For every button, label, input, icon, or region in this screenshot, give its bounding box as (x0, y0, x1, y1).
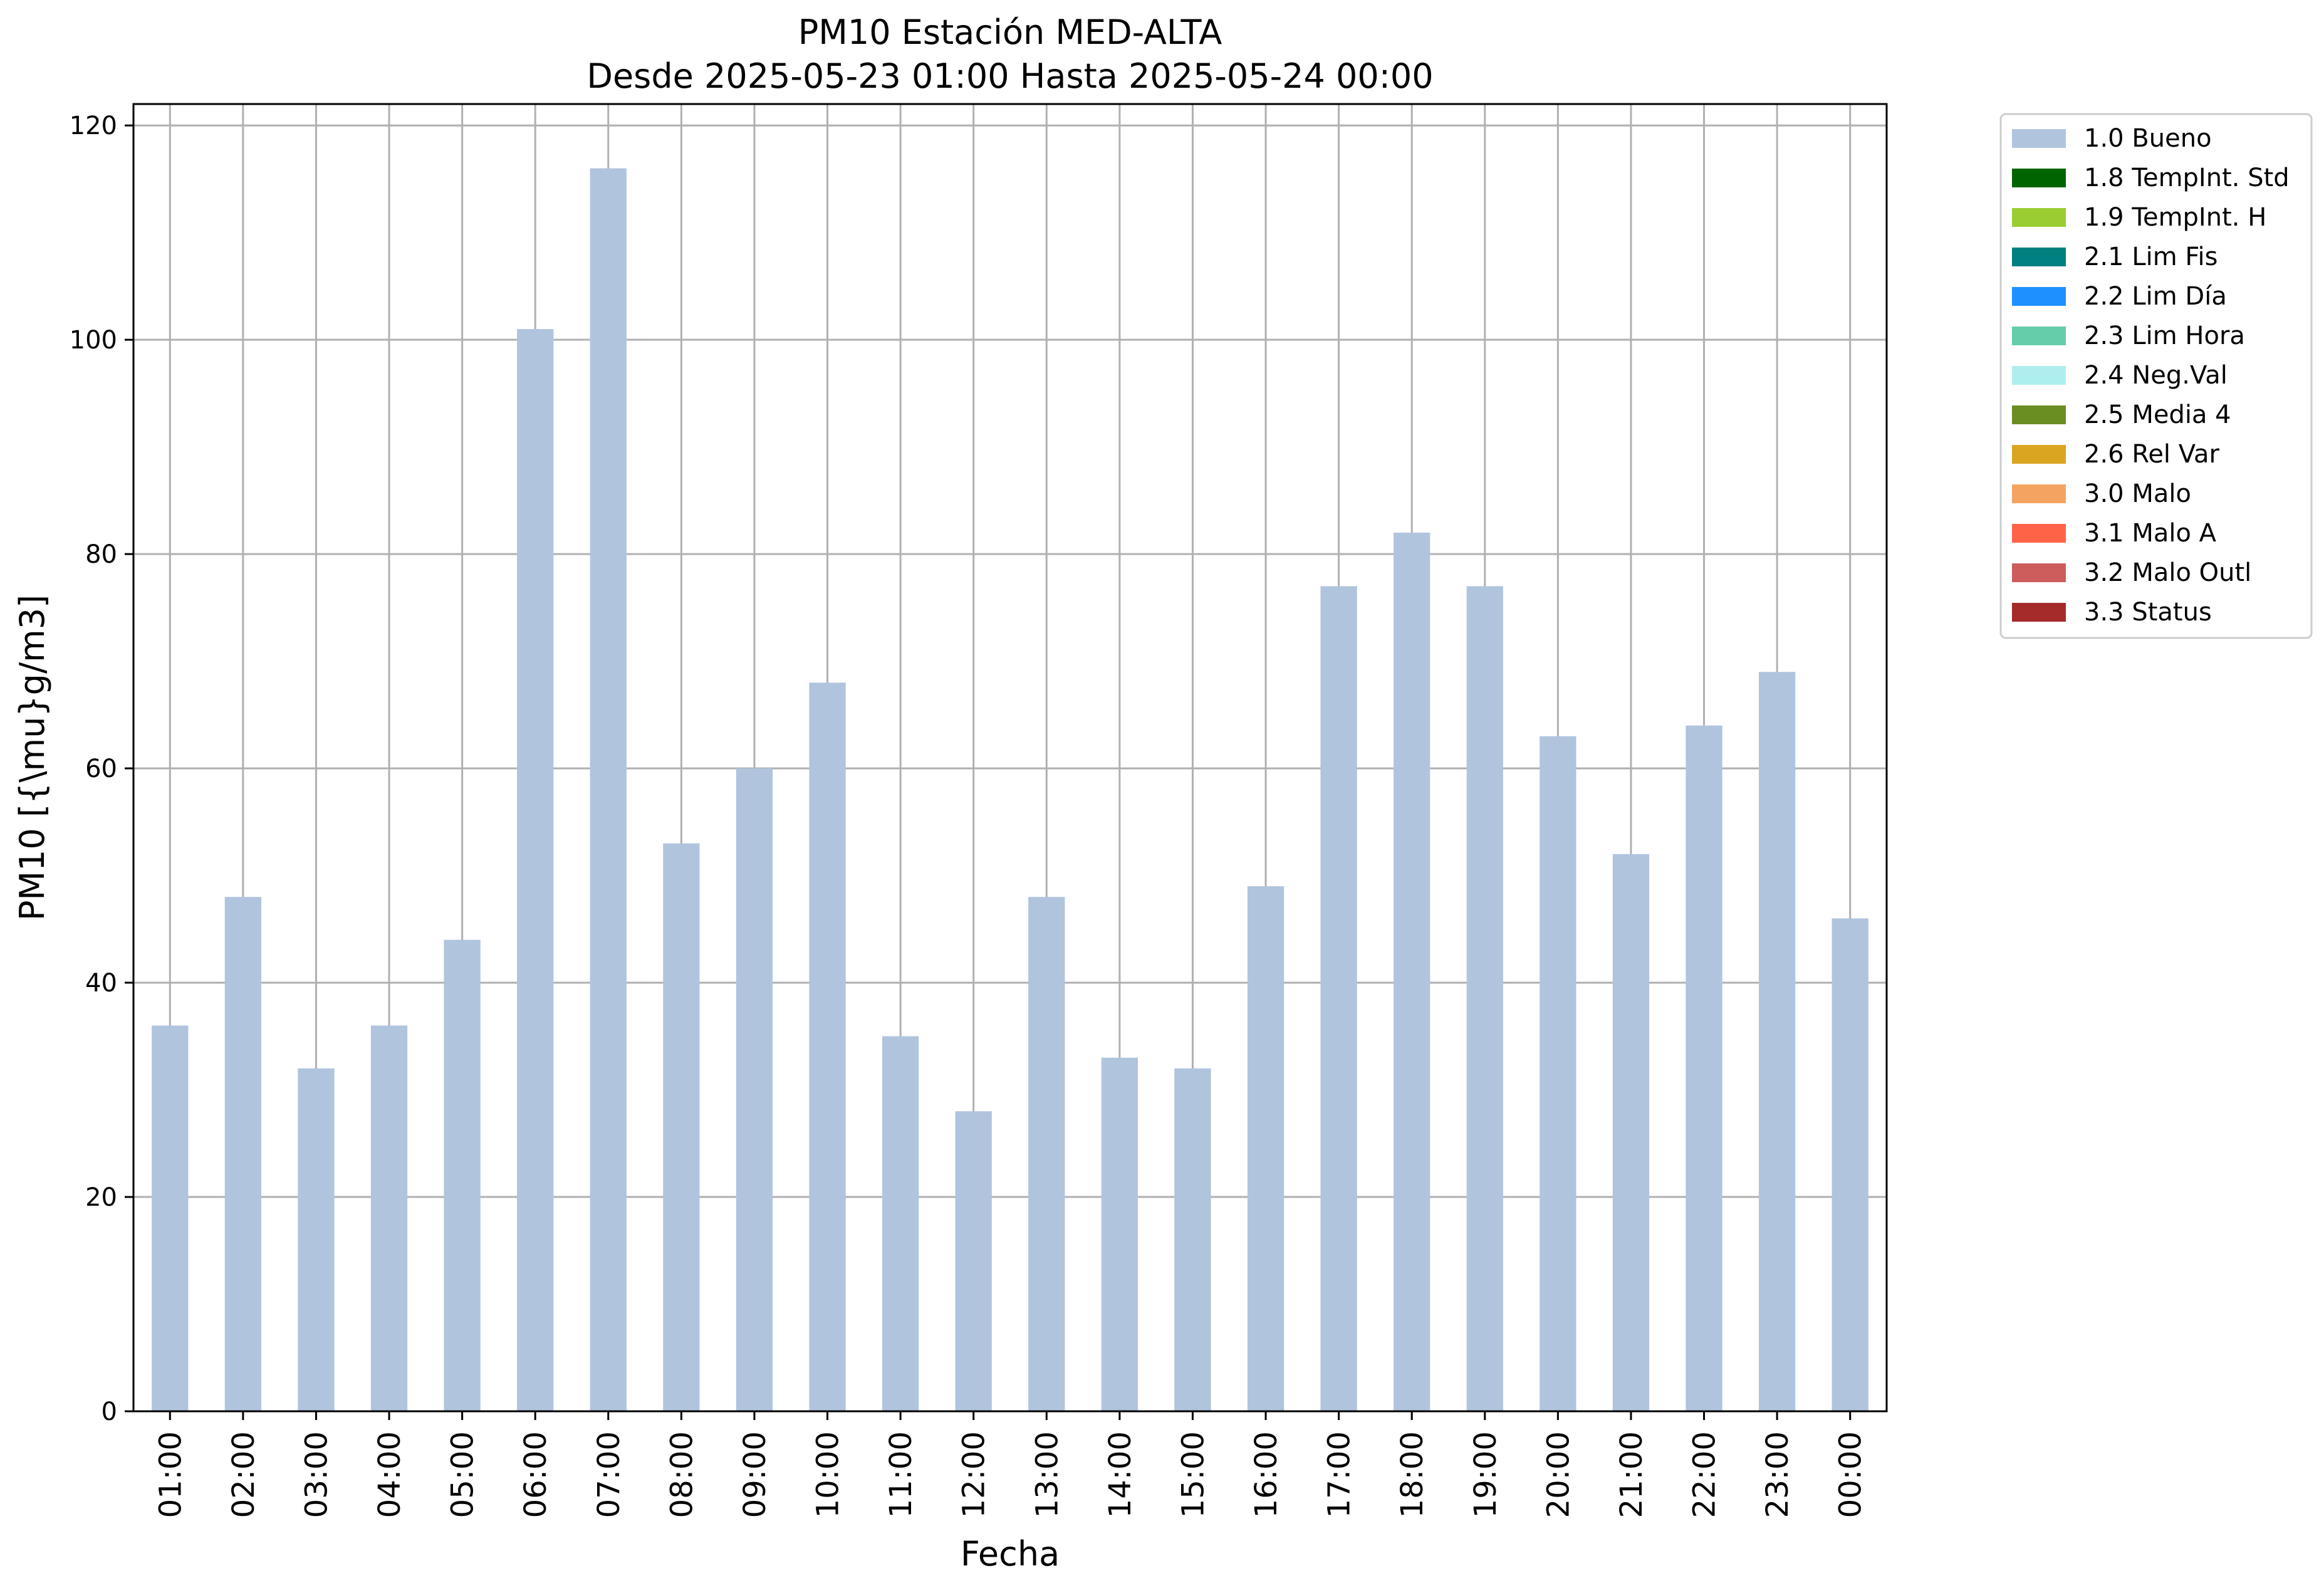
bar-1900 (1466, 586, 1503, 1411)
plot-frame (132, 103, 1888, 1413)
x-axis-ticks: 01:00 02:00 03:00 04:00 05:00 06:00 07:00 08:00… (153, 1411, 1868, 1518)
x-tick-label: 17:00 (1322, 1431, 1357, 1518)
y-tick-label: 100 (70, 326, 117, 355)
bar-0300 (298, 1068, 335, 1411)
bar-2300 (1758, 672, 1796, 1411)
bar-0100 (152, 1025, 189, 1411)
bar-0500 (444, 939, 481, 1411)
y-axis-label: PM10 [{\mu}g/m3] (13, 595, 52, 921)
legend-label: 3.1 Malo A (2084, 519, 2217, 548)
x-tick-label: 16:00 (1249, 1431, 1284, 1518)
bar-1100 (882, 1036, 919, 1411)
x-tick-label: 12:00 (957, 1431, 992, 1518)
bar-1800 (1394, 532, 1430, 1411)
legend-swatch (2012, 563, 2066, 582)
bar-0600 (517, 329, 554, 1411)
y-tick-label: 120 (70, 112, 117, 140)
legend-swatch (2012, 603, 2066, 622)
x-tick-label: 22:00 (1687, 1431, 1722, 1518)
bar-1500 (1174, 1068, 1211, 1411)
legend-swatch (2012, 366, 2066, 385)
legend-swatch (2012, 208, 2066, 227)
legend-swatch (2012, 248, 2066, 266)
legend-swatch (2012, 405, 2066, 424)
legend-swatch (2012, 524, 2066, 543)
x-tick-label: 21:00 (1614, 1431, 1649, 1518)
x-tick-label: 13:00 (1029, 1431, 1065, 1518)
bar-0800 (663, 843, 700, 1411)
y-tick-label: 60 (85, 755, 117, 783)
bar-0000 (1832, 918, 1868, 1411)
bar-1700 (1320, 586, 1357, 1411)
legend-label: 2.4 Neg.Val (2084, 361, 2228, 390)
x-tick-label: 07:00 (591, 1431, 627, 1518)
x-tick-label: 01:00 (153, 1431, 188, 1518)
legend-label: 3.0 Malo (2084, 479, 2191, 508)
legend-swatch (2012, 169, 2066, 187)
bar-1000 (809, 682, 846, 1411)
bar-1200 (955, 1111, 992, 1411)
y-axis-ticks: 0 20 40 60 80 100 120 (70, 112, 133, 1426)
x-tick-label: 10:00 (811, 1431, 846, 1518)
x-tick-label: 19:00 (1468, 1431, 1503, 1518)
legend: 1.0 Bueno 1.8 TempInt. Std 1.9 TempInt. H 2… (1999, 113, 2313, 639)
x-tick-label: 23:00 (1760, 1431, 1795, 1518)
bar-1400 (1101, 1057, 1139, 1411)
legend-label: 2.5 Media 4 (2084, 400, 2231, 429)
legend-swatch (2012, 287, 2066, 306)
legend-label: 2.2 Lim Día (2084, 282, 2227, 311)
x-tick-label: 05:00 (446, 1431, 481, 1518)
x-tick-label: 02:00 (226, 1431, 261, 1518)
legend-label: 1.8 TempInt. Std (2084, 164, 2290, 192)
legend-label: 2.3 Lim Hora (2084, 321, 2245, 350)
bar-0700 (590, 168, 627, 1412)
legend-swatch (2012, 129, 2066, 148)
bar-0200 (224, 897, 262, 1411)
x-tick-label: 08:00 (664, 1431, 699, 1518)
bar-0400 (370, 1025, 408, 1411)
legend-swatch (2012, 326, 2066, 345)
legend-swatch (2012, 445, 2066, 464)
x-tick-label: 14:00 (1103, 1431, 1138, 1518)
x-tick-label: 11:00 (883, 1431, 919, 1518)
x-tick-label: 20:00 (1541, 1431, 1576, 1518)
legend-label: 1.9 TempInt. H (2084, 203, 2266, 232)
bar-1600 (1247, 886, 1284, 1411)
bar-0900 (736, 768, 773, 1411)
bar-1300 (1028, 897, 1065, 1411)
y-tick-label: 20 (85, 1183, 117, 1212)
x-tick-label: 15:00 (1175, 1431, 1211, 1518)
legend-label: 2.1 Lim Fis (2084, 243, 2217, 271)
chart-subtitle: Desde 2025-05-23 01:00 Hasta 2025-05-24 … (586, 56, 1433, 96)
bars (152, 168, 1868, 1412)
x-tick-label: 03:00 (299, 1431, 334, 1518)
bar-2100 (1612, 854, 1650, 1411)
legend-label: 3.2 Malo Outl (2084, 558, 2251, 587)
legend-label: 2.6 Rel Var (2084, 440, 2220, 469)
y-tick-label: 80 (85, 540, 117, 569)
y-tick-label: 0 (102, 1397, 117, 1426)
legend-frame (1999, 113, 2313, 639)
x-tick-label: 00:00 (1833, 1431, 1868, 1518)
legend-label: 1.0 Bueno (2084, 124, 2212, 153)
chart-title: PM10 Estación MED-ALTA (798, 13, 1222, 52)
x-tick-label: 04:00 (372, 1431, 407, 1518)
x-tick-label: 18:00 (1395, 1431, 1430, 1518)
x-axis-label: Fecha (961, 1534, 1060, 1574)
x-tick-label: 09:00 (737, 1431, 773, 1518)
bar-2200 (1686, 725, 1722, 1411)
legend-label: 3.3 Status (2084, 598, 2212, 627)
bar-2000 (1540, 736, 1576, 1411)
y-tick-label: 40 (85, 969, 117, 998)
x-tick-label: 06:00 (518, 1431, 553, 1518)
legend-swatch (2012, 484, 2066, 503)
